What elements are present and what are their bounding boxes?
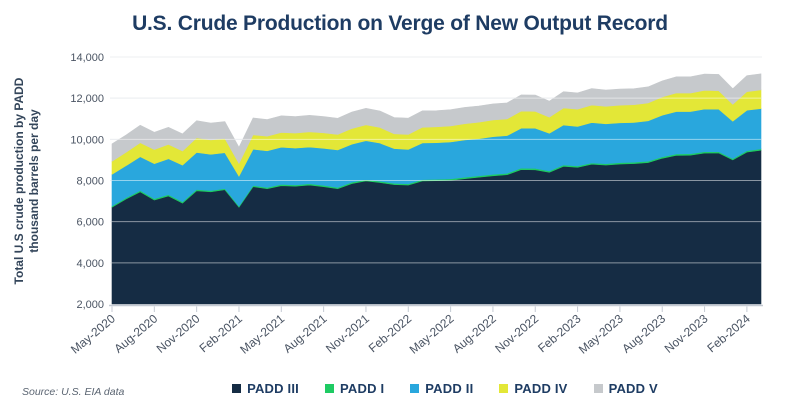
x-tick-label: Aug-2021 (281, 311, 330, 355)
legend-item-padd-ii: PADD II (410, 381, 473, 396)
y-tick-label: 4,000 (76, 258, 104, 270)
legend-label: PADD III (247, 381, 299, 396)
legend-item-padd-iv: PADD IV (499, 381, 567, 396)
x-tick-label: Feb-2021 (197, 311, 246, 355)
x-tick-label: Nov-2021 (323, 311, 372, 355)
x-tick-label: Aug-2023 (619, 311, 668, 355)
x-tick-label: Nov-2023 (662, 311, 711, 355)
legend-item-padd-i: PADD I (324, 381, 385, 396)
x-tick-label: Nov-2022 (492, 311, 541, 355)
y-tick-label: 12,000 (70, 93, 104, 105)
legend-label: PADD II (425, 381, 474, 396)
legend-item-padd-v: PADD V (593, 381, 658, 396)
x-tick-label: Feb-2023 (535, 311, 584, 355)
legend: PADD III PADD I PADD II PADD IV PADD V (90, 381, 800, 396)
x-tick-label: May-2023 (576, 311, 626, 356)
legend-swatch-padd-i (324, 384, 334, 393)
y-tick-label: 6,000 (76, 217, 104, 229)
legend-label: PADD V (608, 381, 658, 396)
x-tick-label: May-2020 (68, 311, 118, 356)
y-tick-label: 10,000 (70, 134, 104, 146)
x-tick-label: May-2021 (237, 311, 287, 356)
x-tick-label: Nov-2020 (154, 311, 203, 355)
legend-swatch-padd-v (593, 384, 603, 393)
page-title: U.S. Crude Production on Verge of New Ou… (132, 12, 668, 35)
x-tick-label: Aug-2020 (111, 311, 160, 355)
legend-swatch-padd-iii (232, 384, 242, 393)
y-tick-label: 14,000 (70, 52, 104, 64)
x-tick-label: Aug-2022 (450, 311, 499, 355)
x-tick-label: Feb-2024 (704, 311, 753, 355)
y-tick-label: 8,000 (76, 176, 104, 188)
legend-label: PADD I (339, 381, 385, 396)
legend-label: PADD IV (514, 381, 568, 396)
legend-swatch-padd-ii (410, 384, 420, 393)
x-tick-label: Feb-2022 (366, 311, 415, 355)
y-tick-label: 2,000 (76, 299, 104, 311)
legend-item-padd-iii: PADD III (232, 381, 299, 396)
legend-swatch-padd-iv (499, 384, 509, 393)
x-tick-label: May-2022 (407, 311, 457, 356)
source-note: Source: U.S. EIA data (22, 386, 125, 398)
area-padd-v (111, 73, 762, 165)
